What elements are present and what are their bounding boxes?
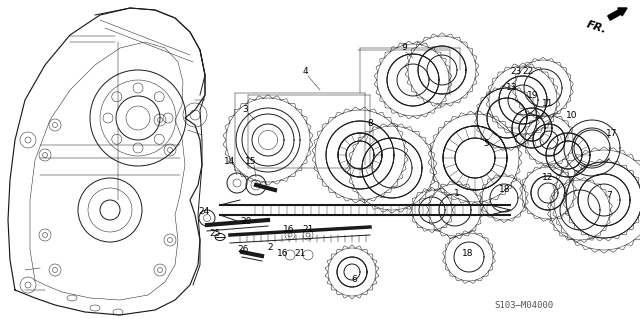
Text: 21: 21 [302,226,314,234]
Text: 12: 12 [542,174,554,182]
Text: 21: 21 [294,249,306,258]
Text: 17: 17 [606,129,618,137]
Text: S103–M04000: S103–M04000 [495,300,554,309]
Text: 16: 16 [277,249,289,258]
Text: 24: 24 [198,207,210,217]
FancyArrow shape [608,8,627,20]
Text: FR.: FR. [585,19,608,35]
Text: 16: 16 [284,226,295,234]
Text: 15: 15 [245,158,257,167]
Text: 23: 23 [510,68,522,77]
Text: 11: 11 [542,99,554,108]
Text: 8: 8 [367,118,373,128]
Text: 7: 7 [606,190,612,199]
Text: 25: 25 [209,228,221,238]
Text: 18: 18 [499,186,511,195]
Text: 19: 19 [527,91,539,100]
Text: 22: 22 [522,68,534,77]
Text: 9: 9 [401,43,407,53]
Text: 18: 18 [462,249,474,257]
Text: 26: 26 [237,246,249,255]
Text: 5: 5 [483,138,489,147]
Text: 10: 10 [566,110,578,120]
Text: 2: 2 [267,243,273,253]
Text: 1: 1 [454,189,460,197]
Text: 14: 14 [224,158,236,167]
Text: 6: 6 [351,276,357,285]
Text: 4: 4 [302,68,308,77]
Text: 13: 13 [506,84,518,93]
Text: 3: 3 [242,106,248,115]
Text: 20: 20 [240,218,252,226]
